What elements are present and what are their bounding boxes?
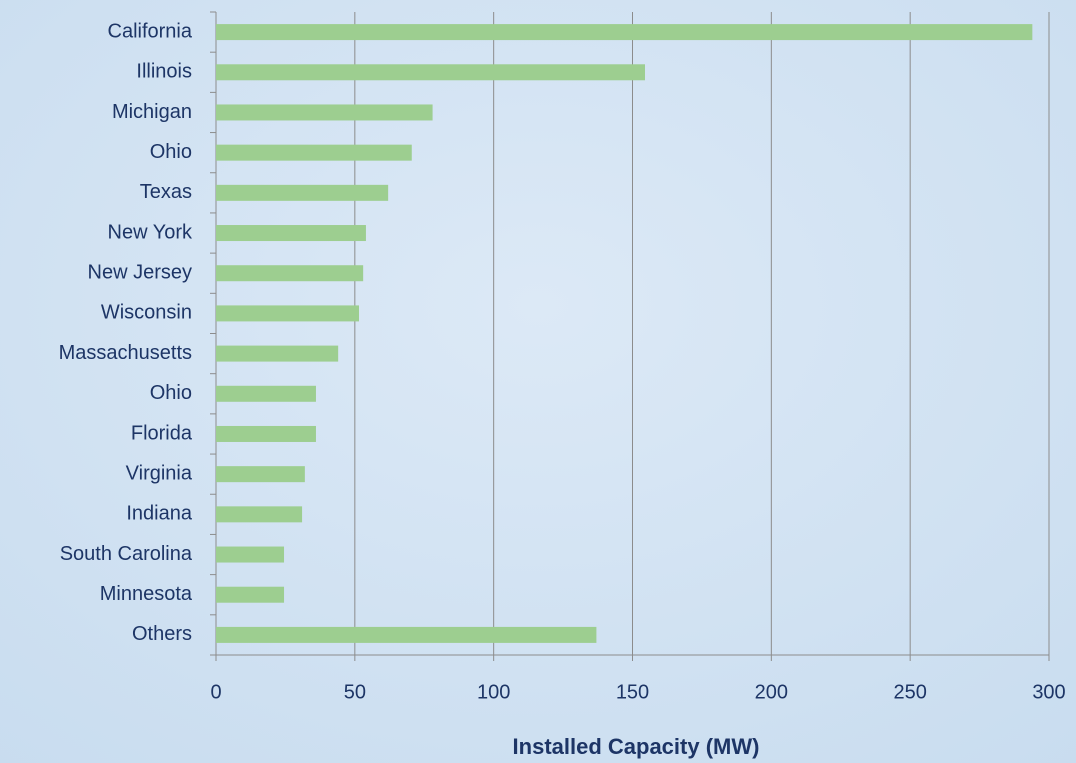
bar [216, 345, 339, 362]
y-tick-label: New York [108, 221, 193, 243]
y-tick-label: New Jersey [88, 262, 192, 284]
bar [216, 506, 303, 523]
y-tick-label: Michigan [112, 101, 192, 123]
bar [216, 586, 285, 603]
y-tick-label: Florida [131, 422, 193, 444]
y-tick-label: Others [132, 623, 192, 645]
bar [216, 466, 305, 483]
x-axis-title: Installed Capacity (MW) [513, 734, 760, 759]
bar [216, 24, 1033, 41]
y-tick-label: Wisconsin [101, 302, 192, 324]
x-tick-label: 300 [1032, 681, 1065, 703]
bar [216, 546, 285, 563]
bar [216, 104, 433, 121]
bar [216, 144, 412, 161]
y-tick-label: Indiana [126, 503, 192, 525]
y-tick-label: Minnesota [100, 583, 193, 605]
y-tick-label: California [108, 20, 193, 42]
bar [216, 184, 389, 201]
y-tick-label: Massachusetts [59, 342, 192, 364]
y-tick-label: Ohio [150, 382, 192, 404]
y-tick-label: Ohio [150, 141, 192, 163]
bar [216, 225, 366, 242]
x-tick-label: 150 [616, 681, 649, 703]
y-tick-label: Texas [140, 181, 192, 203]
x-tick-label: 250 [893, 681, 926, 703]
bar [216, 425, 316, 442]
y-tick-label: Illinois [136, 61, 192, 83]
y-tick-label: South Carolina [60, 543, 193, 565]
bar [216, 64, 645, 81]
x-tick-label: 0 [210, 681, 221, 703]
bar [216, 626, 597, 643]
bar [216, 385, 316, 402]
bar [216, 305, 359, 322]
x-tick-label: 200 [755, 681, 788, 703]
x-tick-label: 100 [477, 681, 510, 703]
y-tick-label: Virginia [126, 462, 193, 484]
bar [216, 265, 364, 282]
x-tick-label: 50 [344, 681, 366, 703]
